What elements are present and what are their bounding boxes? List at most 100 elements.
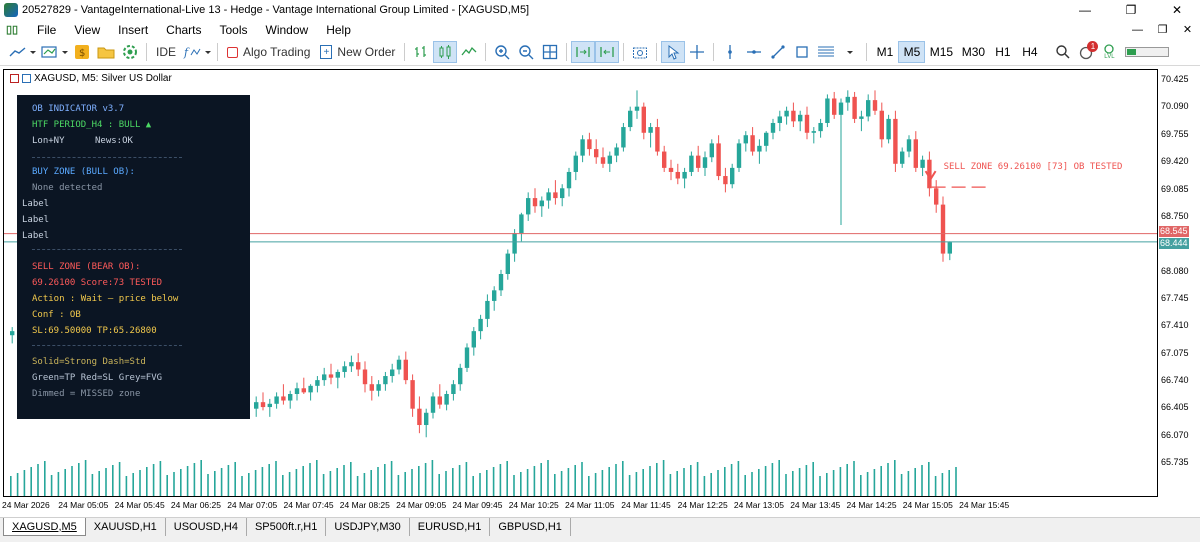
volume-bar — [336, 468, 338, 496]
volume-bar — [921, 465, 923, 496]
candle-body — [512, 233, 517, 254]
volume-bar — [594, 473, 597, 496]
minimize-button[interactable]: — — [1079, 3, 1091, 17]
tab-usousd-h4[interactable]: USOUSD,H4 — [166, 518, 247, 536]
menu-file[interactable]: File — [37, 22, 57, 37]
doc-restore-button[interactable]: ❐ — [1157, 24, 1168, 36]
fibonacci-icon[interactable] — [814, 41, 838, 63]
signal-level-icon[interactable]: LVL — [1099, 41, 1119, 63]
bar-chart-icon[interactable] — [409, 41, 433, 63]
price-axis[interactable]: 70.425 70.090 69.755 69.420 69.085 68.750 68.0… — [1158, 69, 1200, 497]
tab-xauusd-h1[interactable]: XAUUSD,H1 — [86, 518, 166, 536]
volume-bar — [907, 471, 910, 496]
trendline-icon[interactable] — [766, 41, 790, 63]
time-tick-label: 24 Mar 13:45 — [790, 500, 841, 510]
candle-body — [260, 402, 266, 408]
tab-xagusd-m5[interactable]: XAGUSD,M5 — [3, 518, 86, 536]
line-chart-icon[interactable] — [457, 41, 481, 63]
zoom-in-icon[interactable] — [490, 41, 514, 63]
menu-bar: ▯▯ File View Insert Charts Tools Window … — [0, 20, 1200, 39]
algo-trading-label: Algo Trading — [243, 45, 311, 59]
chart-canvas[interactable]: XAGUSD, M5: Silver US Dollar SELL ZONE 6… — [3, 69, 1158, 497]
one-click-trading-icon[interactable] — [22, 74, 31, 83]
volume-bar — [445, 471, 447, 496]
menu-window[interactable]: Window — [265, 22, 309, 37]
doc-close-button[interactable]: ✕ — [1182, 24, 1193, 36]
crosshair-icon[interactable] — [685, 41, 709, 63]
candlestick-icon[interactable] — [433, 41, 458, 63]
volume-bar — [540, 463, 542, 496]
tab-usdjpy-m30[interactable]: USDJPY,M30 — [326, 518, 410, 536]
candle-body — [825, 98, 830, 123]
doc-minimize-button[interactable]: — — [1132, 23, 1143, 36]
toolbar-separator — [217, 43, 219, 61]
chart-shift-icon[interactable] — [595, 41, 620, 63]
tab-sp500-h1[interactable]: SP500ft.r,H1 — [247, 518, 327, 536]
time-tick-label: 24 Mar 13:05 — [733, 500, 784, 510]
search-icon[interactable] — [1051, 41, 1075, 63]
screenshot-icon[interactable] — [628, 41, 652, 63]
maximize-button[interactable]: ❐ — [1125, 3, 1137, 17]
templates-icon[interactable] — [38, 41, 70, 63]
volume-bar — [159, 461, 162, 496]
indicators-icon[interactable]: f — [181, 41, 213, 63]
time-tick-label: 24 Mar 06:25 — [170, 500, 221, 510]
cursor-icon[interactable] — [661, 41, 686, 63]
algo-trading-button[interactable]: Algo Trading — [222, 41, 315, 63]
tile-windows-icon[interactable] — [538, 41, 562, 63]
rectangle-icon[interactable] — [790, 41, 814, 63]
time-tick-label: 24 Mar 14:25 — [846, 500, 897, 510]
folder-icon[interactable] — [94, 41, 118, 63]
candle-body — [349, 362, 354, 367]
menu-view[interactable]: View — [74, 22, 101, 37]
candle-body — [471, 331, 476, 348]
tab-gbpusd-h1[interactable]: GBPUSD,H1 — [490, 518, 571, 536]
close-button[interactable]: ✕ — [1171, 3, 1183, 17]
candle-body — [396, 359, 402, 370]
timeframe-h4[interactable]: H4 — [1022, 45, 1038, 59]
notifications-icon[interactable]: 1 — [1075, 41, 1099, 63]
volume-bar — [588, 476, 590, 496]
volume-bar — [492, 467, 495, 496]
volume-bar — [785, 474, 787, 496]
candle-body — [505, 253, 510, 274]
timeframe-h1[interactable]: H1 — [995, 45, 1011, 59]
timeframe-m15[interactable]: M15 — [929, 45, 954, 59]
svg-text:f: f — [183, 46, 190, 59]
vertical-line-icon[interactable] — [718, 41, 742, 63]
zoom-out-icon[interactable] — [514, 41, 538, 63]
new-order-button[interactable]: + New Order — [315, 41, 400, 63]
time-tick-label: 24 Mar 07:05 — [227, 500, 278, 510]
dollar-icon[interactable]: $ — [70, 41, 94, 63]
candle-body — [281, 396, 286, 401]
menu-insert[interactable]: Insert — [118, 22, 149, 37]
menu-charts[interactable]: Charts — [166, 22, 202, 37]
ide-button[interactable]: IDE — [156, 45, 177, 59]
tab-eurusd-h1[interactable]: EURUSD,H1 — [410, 518, 491, 536]
legend-line-2: Green=TP Red=SL Grey=FVG — [32, 373, 163, 383]
ob-indicator-panel: OB INDICATOR v3.7 HTF PERIOD_H4 : BULL ▲… — [17, 95, 250, 419]
timeframe-m30[interactable]: M30 — [961, 45, 986, 59]
volume-bar — [887, 463, 889, 496]
candle-body — [451, 384, 456, 394]
candle-body — [10, 331, 15, 336]
timeframe-m5[interactable]: M5 — [898, 41, 926, 63]
timeframe-m1[interactable]: M1 — [876, 45, 894, 59]
candle-body — [437, 396, 442, 405]
time-axis[interactable]: 24 Mar 2026 24 Mar 05:05 24 Mar 05:45 24 Ma… — [0, 497, 1160, 513]
autoscroll-icon[interactable] — [571, 41, 596, 63]
horizontal-line-icon[interactable] — [742, 41, 766, 63]
volume-bar — [329, 471, 332, 496]
more-objects-icon[interactable] — [838, 41, 862, 63]
chart-type-icon[interactable] — [6, 41, 38, 63]
settings-icon[interactable] — [118, 41, 142, 63]
volume-bar — [656, 463, 658, 496]
volume-bar — [438, 474, 440, 496]
time-tick-label: 24 Mar 15:45 — [959, 500, 1010, 510]
chart-menu-icon[interactable] — [10, 74, 19, 83]
menu-tools[interactable]: Tools — [219, 22, 248, 37]
volume-bar — [581, 462, 583, 496]
sell-zone-heading: SELL ZONE (BEAR OB): — [32, 262, 141, 272]
volume-bar — [200, 460, 202, 496]
menu-help[interactable]: Help — [326, 22, 351, 37]
